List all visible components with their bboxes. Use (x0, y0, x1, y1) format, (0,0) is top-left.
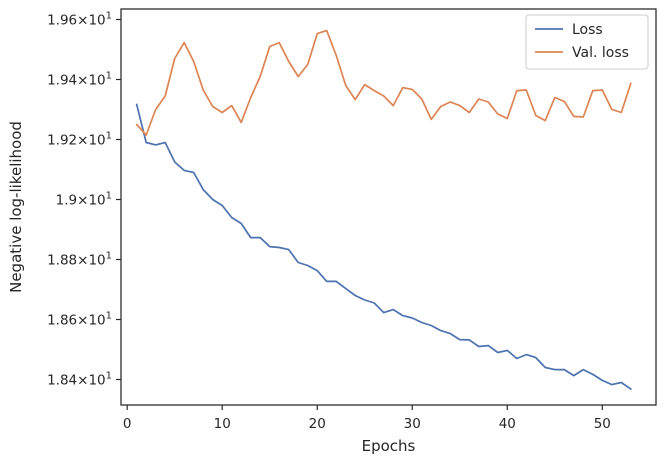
y-tick-mantissa: 1.9 (56, 193, 77, 209)
y-tick-label: 1.94×101 (47, 71, 112, 89)
x-tick-label: 50 (594, 416, 611, 432)
y-tick-exponent: 1 (106, 11, 112, 22)
y-tick-base: 10 (88, 193, 105, 209)
y-tick-exponent: 1 (106, 131, 112, 142)
legend-label: Val. loss (572, 45, 629, 61)
x-tick-label: 30 (404, 416, 421, 432)
x-tick-label: 0 (123, 416, 132, 432)
y-tick-base: 10 (88, 373, 105, 389)
y-tick-mantissa: 1.92 (47, 133, 77, 149)
y-tick-times: × (77, 133, 88, 149)
y-tick-label: 1.86×101 (47, 311, 112, 329)
y-tick-base: 10 (88, 253, 105, 269)
y-tick-base: 10 (88, 133, 105, 149)
y-tick-label: 1.88×101 (47, 251, 112, 269)
y-tick-exponent: 1 (106, 311, 112, 322)
y-tick-label: 1.96×101 (47, 11, 112, 29)
y-tick-times: × (77, 373, 88, 389)
y-tick-label: 1.92×101 (47, 131, 112, 149)
y-tick-label: 1.9×101 (56, 191, 112, 209)
x-axis-ticks: 0 10 20 30 40 50 (123, 405, 611, 432)
y-tick-exponent: 1 (106, 191, 112, 202)
y-tick-base: 10 (88, 73, 105, 89)
series-lines (135, 29, 632, 390)
y-tick-times: × (77, 313, 88, 329)
y-tick-mantissa: 1.84 (47, 373, 77, 389)
y-tick-exponent: 1 (106, 251, 112, 262)
y-tick-times: × (77, 253, 88, 269)
x-tick-label: 20 (309, 416, 326, 432)
y-tick-mantissa: 1.86 (47, 313, 77, 329)
y-tick-label: 1.84×101 (47, 371, 112, 389)
y-tick-times: × (77, 13, 88, 29)
y-tick-base: 10 (88, 313, 105, 329)
y-axis-label: Negative log-likelihood (7, 121, 25, 293)
series-line-2 (135, 29, 632, 136)
y-tick-base: 10 (88, 13, 105, 29)
x-tick-label: 40 (499, 416, 516, 432)
x-axis-label: Epochs (362, 437, 416, 455)
y-tick-times: × (77, 73, 88, 89)
legend: Loss Val. loss (525, 14, 649, 70)
series-line-1 (135, 103, 632, 390)
legend-label: Loss (572, 22, 603, 38)
y-tick-mantissa: 1.88 (47, 253, 77, 269)
y-tick-exponent: 1 (106, 371, 112, 382)
y-axis-ticks: 1.84×1011.86×1011.88×1011.9×1011.92×1011… (47, 11, 121, 389)
y-tick-exponent: 1 (106, 71, 112, 82)
x-tick-label: 10 (214, 416, 231, 432)
y-tick-mantissa: 1.94 (47, 73, 77, 89)
y-tick-times: × (77, 193, 88, 209)
y-tick-mantissa: 1.96 (47, 13, 77, 29)
plot-frame (120, 8, 657, 406)
